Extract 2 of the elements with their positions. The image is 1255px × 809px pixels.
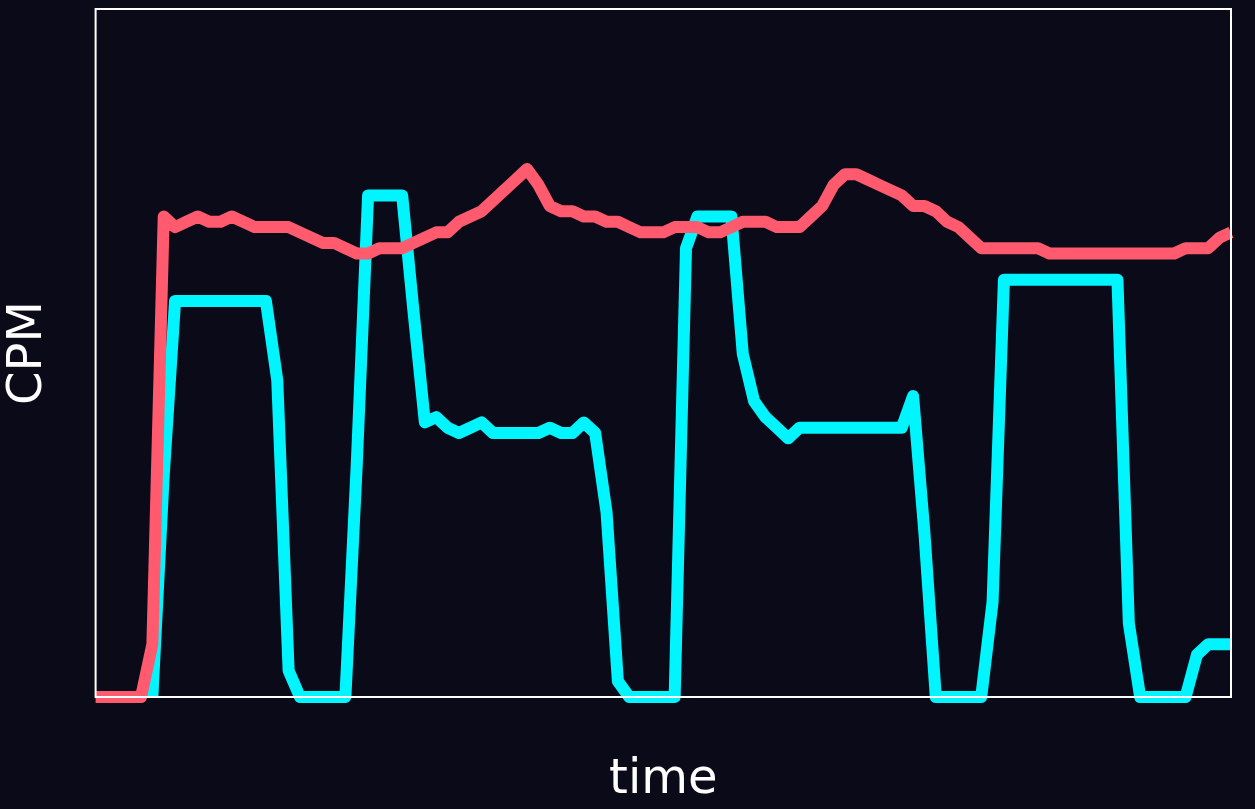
y-axis-title: CPM [0, 301, 53, 405]
x-axis-title: time [609, 747, 718, 804]
